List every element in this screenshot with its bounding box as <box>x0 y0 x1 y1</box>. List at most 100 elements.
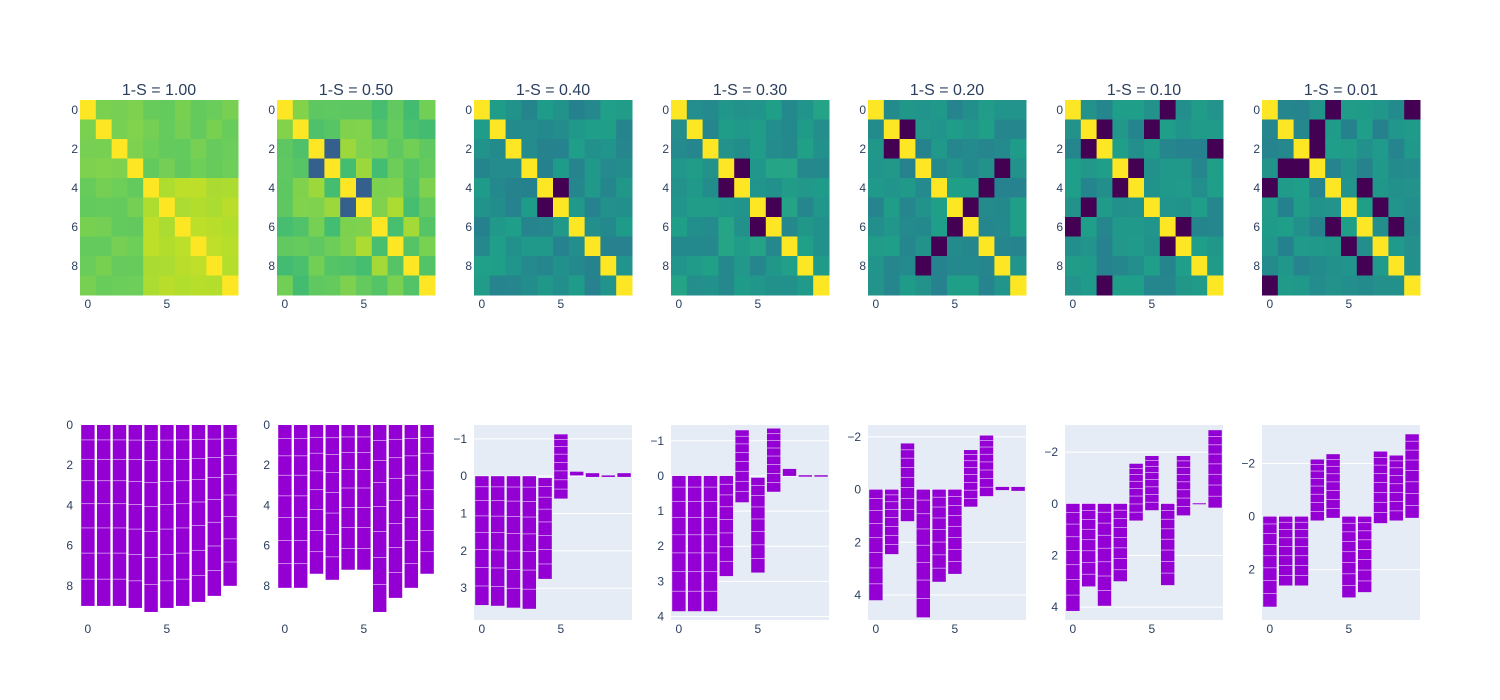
heatmap-cell <box>915 178 932 198</box>
heatmap-cell <box>1128 158 1145 179</box>
heatmap-cell <box>1065 119 1082 140</box>
heatmap-cell <box>1262 197 1279 218</box>
heatmap-y-tick: 6 <box>465 220 472 234</box>
heatmap-cell <box>868 197 885 218</box>
heatmap-cell <box>1065 178 1082 198</box>
heatmap-cell <box>371 236 389 257</box>
heatmap-cell <box>1207 256 1224 276</box>
bar <box>96 425 111 606</box>
heatmap-cell <box>1010 275 1027 296</box>
heatmap-cell <box>1277 119 1295 140</box>
bar-y-tick: 6 <box>263 539 270 553</box>
heatmap-cell <box>1309 256 1326 276</box>
heatmap-cell <box>1341 197 1358 218</box>
heatmap-cell <box>505 217 522 237</box>
heatmap-cell <box>95 139 113 159</box>
heatmap-cell <box>1309 158 1326 179</box>
heatmap-cell <box>947 100 964 120</box>
heatmap-cell <box>1159 100 1177 120</box>
heatmap-cell <box>718 139 735 159</box>
heatmap-cell <box>474 178 491 198</box>
heatmap-cell <box>474 158 491 179</box>
heatmap-cell <box>1356 275 1374 296</box>
bar-y-tick: 2 <box>460 544 467 558</box>
heatmap-y-tick: 0 <box>268 103 275 117</box>
heatmap-cell <box>111 217 128 237</box>
heatmap-cell <box>190 158 207 179</box>
heatmap-cell <box>356 275 373 296</box>
heatmap-cell <box>474 256 491 276</box>
heatmap-cell <box>1293 139 1310 159</box>
heatmap-cell <box>600 236 617 257</box>
heatmap-cell <box>111 197 128 218</box>
heatmap-y-tick: 2 <box>71 142 78 156</box>
heatmap-cell <box>111 236 128 257</box>
heatmap-cell <box>915 119 932 140</box>
heatmap-cell <box>340 217 357 237</box>
heatmap-cell <box>1159 119 1177 140</box>
heatmap-cell <box>1262 158 1279 179</box>
heatmap-x-tick: 5 <box>164 297 171 311</box>
heatmap-cell <box>222 158 239 179</box>
heatmap-cell <box>1309 178 1326 198</box>
heatmap-cell <box>1080 178 1098 198</box>
heatmap-cell <box>947 119 964 140</box>
heatmap-cell <box>95 100 113 120</box>
heatmap-cell <box>206 217 223 237</box>
heatmap-cell <box>1356 119 1374 140</box>
heatmap-cell <box>1325 119 1342 140</box>
heatmap-cell <box>489 139 507 159</box>
bar-y-tick: 4 <box>657 609 664 623</box>
heatmap-cell <box>206 275 223 296</box>
heatmap-cell <box>899 178 916 198</box>
heatmap-cell <box>1277 275 1295 296</box>
heatmap-cell <box>403 139 420 159</box>
heatmap-cell <box>781 158 798 179</box>
heatmap-cell <box>553 100 570 120</box>
heatmap-cell <box>159 236 176 257</box>
heatmap-cell <box>616 236 633 257</box>
heatmap-cell <box>1096 119 1113 140</box>
bar <box>341 425 355 570</box>
heatmap-cell <box>947 236 964 257</box>
heatmap-cell <box>80 158 97 179</box>
heatmap-y-tick: 0 <box>859 103 866 117</box>
heatmap-cell <box>781 197 798 218</box>
heatmap-cell <box>324 139 341 159</box>
heatmap-cell <box>1325 275 1342 296</box>
heatmap-cell <box>781 100 798 120</box>
heatmap-cell <box>1128 236 1145 257</box>
heatmap-cell <box>686 217 704 237</box>
heatmap-cell <box>206 178 223 198</box>
bar <box>687 475 702 612</box>
heatmap-cell <box>947 139 964 159</box>
heatmap-cell <box>505 275 522 296</box>
heatmap-panel-2: 1-S = 0.50 0 2 4 6 8 0 5 <box>268 82 436 311</box>
heatmap-cell <box>1309 139 1326 159</box>
heatmap-cell <box>1341 158 1358 179</box>
heatmap-x-tick: 0 <box>85 297 92 311</box>
heatmap-cell <box>1144 100 1161 120</box>
heatmap-cell <box>765 197 783 218</box>
heatmap-cell <box>190 217 207 237</box>
heatmap-cell <box>915 197 932 218</box>
heatmap-cell <box>1096 197 1113 218</box>
heatmap-cell <box>978 236 995 257</box>
heatmap-cell <box>584 119 601 140</box>
heatmap-cell <box>797 236 814 257</box>
heatmap-cell <box>1404 256 1421 276</box>
heatmap-cell <box>765 100 783 120</box>
heatmap-cell <box>718 217 735 237</box>
heatmap-cell <box>868 275 885 296</box>
heatmap-cell <box>1207 217 1224 237</box>
heatmap-cell <box>1112 100 1129 120</box>
heatmap-cell <box>1388 100 1405 120</box>
heatmap-cell <box>702 256 719 276</box>
heatmap-x-tick: 5 <box>952 297 959 311</box>
heatmap-cell <box>1191 256 1208 276</box>
heatmap-cell <box>174 178 192 198</box>
heatmap-cell <box>340 236 357 257</box>
heatmap-cell <box>702 158 719 179</box>
heatmap-cell <box>1372 100 1389 120</box>
heatmap-cell <box>356 139 373 159</box>
